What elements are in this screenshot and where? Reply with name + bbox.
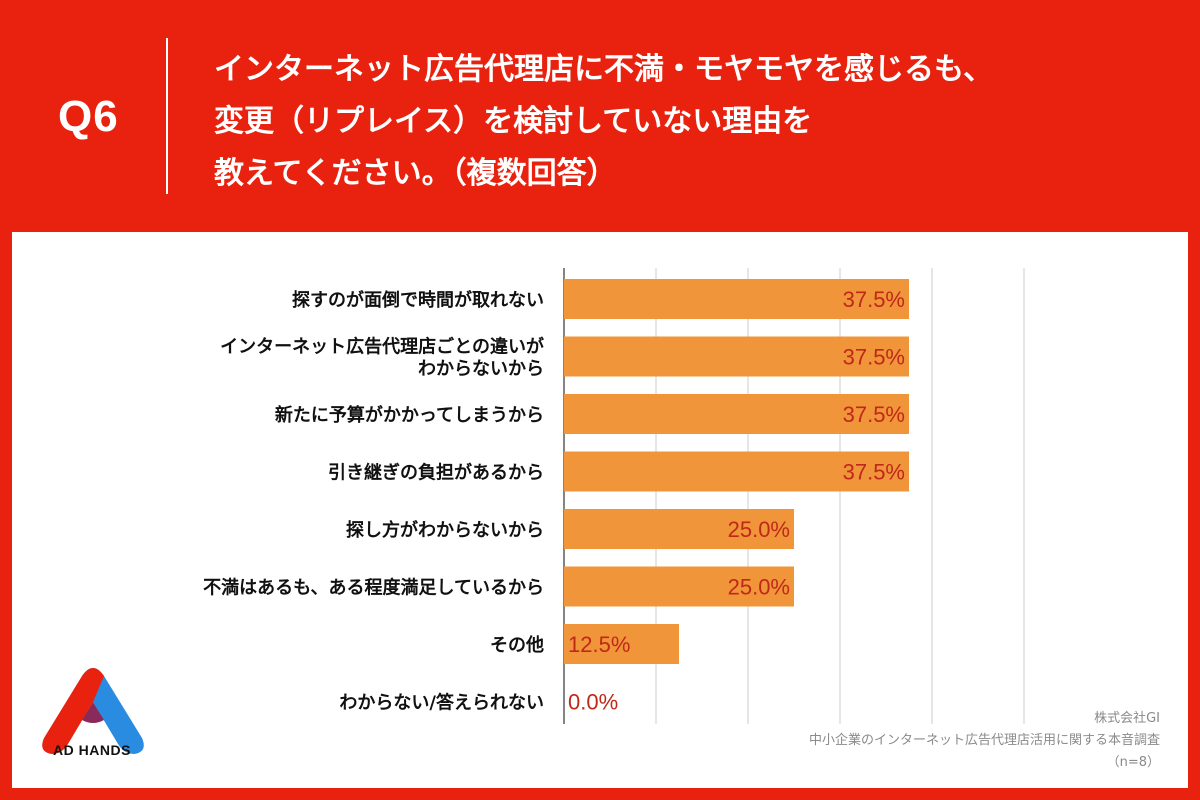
category-label: 探すのが面倒で時間が取れない: [292, 289, 544, 311]
bar: [564, 624, 679, 664]
bar-chart: 37.5% 探すのが面倒で時間が取れない 37.5% インターネット広告代理店ごとの違…: [203, 268, 1025, 724]
bar: [564, 279, 909, 319]
category-label: 探し方がわからないから: [346, 519, 544, 541]
data-label: 37.5%: [843, 287, 905, 312]
category-label: 不満はあるも、ある程度満足しているから: [203, 577, 544, 599]
ad-hands-logo-icon: [42, 668, 144, 754]
data-label: 37.5%: [843, 345, 905, 370]
category-label: インターネット広告代理店ごとの違いが: [220, 336, 544, 358]
logo-text: AD HANDS: [53, 742, 131, 758]
bar: [564, 509, 794, 549]
category-label: 引き継ぎの負担があるから: [328, 462, 544, 484]
bar: [564, 336, 909, 377]
source-survey: 中小企業のインターネット広告代理店活用に関する本音調査: [808, 733, 1160, 748]
source-company: 株式会社GI: [1094, 711, 1160, 726]
question-number: Q6: [58, 92, 119, 141]
question-line-2: 変更（リプレイス）を検討していない理由を: [214, 104, 813, 139]
header-divider: [166, 38, 168, 194]
data-label: 12.5%: [568, 632, 630, 657]
question-text: インターネット広告代理店に不満・モヤモヤを感じるも、 変更（リプレイス）を検討し…: [214, 44, 1174, 200]
question-line-1: インターネット広告代理店に不満・モヤモヤを感じるも、: [214, 52, 994, 87]
bar: [564, 394, 909, 434]
data-label: 25.0%: [728, 575, 790, 600]
data-label: 37.5%: [843, 460, 905, 485]
source-note: 株式会社GI 中小企業のインターネット広告代理店活用に関する本音調査 （n=8）: [809, 708, 1160, 774]
category-label: わからないから: [418, 359, 544, 380]
data-label: 25.0%: [728, 517, 790, 542]
question-line-3: 教えてください。（複数回答）: [214, 156, 617, 191]
category-label: その他: [490, 634, 544, 656]
header: Q6 インターネット広告代理店に不満・モヤモヤを感じるも、 変更（リプレイス）を…: [0, 0, 1200, 232]
bar: [564, 566, 794, 607]
bar: [564, 451, 909, 492]
source-sample-size: （n=8）: [1106, 755, 1160, 770]
category-label: 新たに予算がかかってしまうから: [275, 404, 544, 426]
chart-panel: 37.5% 探すのが面倒で時間が取れない 37.5% インターネット広告代理店ごとの違…: [12, 232, 1188, 788]
data-label: 37.5%: [843, 402, 905, 427]
category-label: わからない/答えられない: [339, 692, 544, 714]
data-label: 0.0%: [568, 690, 618, 715]
